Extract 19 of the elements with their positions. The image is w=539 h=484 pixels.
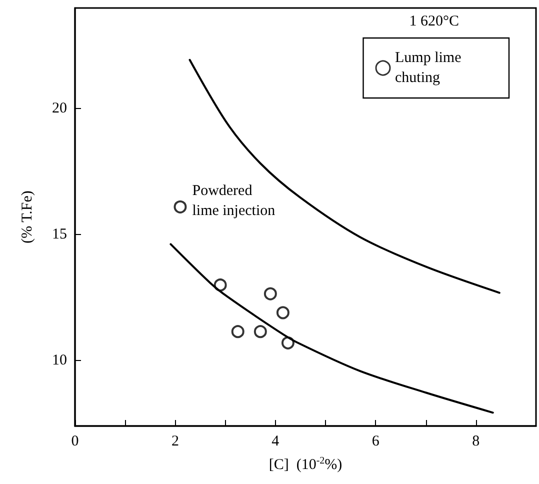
point [231,325,244,338]
x-tick-label: 4 [272,434,280,450]
point [254,325,267,338]
line-series [170,243,494,414]
x-tick-label: 8 [472,434,480,450]
y-tick-label: 10 [52,352,67,369]
legend-label: Lump lime chuting [395,50,465,86]
point [264,287,277,300]
annotation: Powdered lime injection [192,182,276,219]
y-tick-label: 20 [52,100,67,117]
point [276,306,290,320]
x-tick-label: 6 [372,434,380,450]
x-tick-label: 2 [171,434,179,450]
point [281,336,294,350]
y-axis-title: (% T.Fe) [20,190,36,244]
y-tick-label: 15 [52,226,67,243]
point [174,200,187,214]
x-tick-label: 0 [71,434,79,450]
legend-title: 1 620°C [409,14,460,30]
